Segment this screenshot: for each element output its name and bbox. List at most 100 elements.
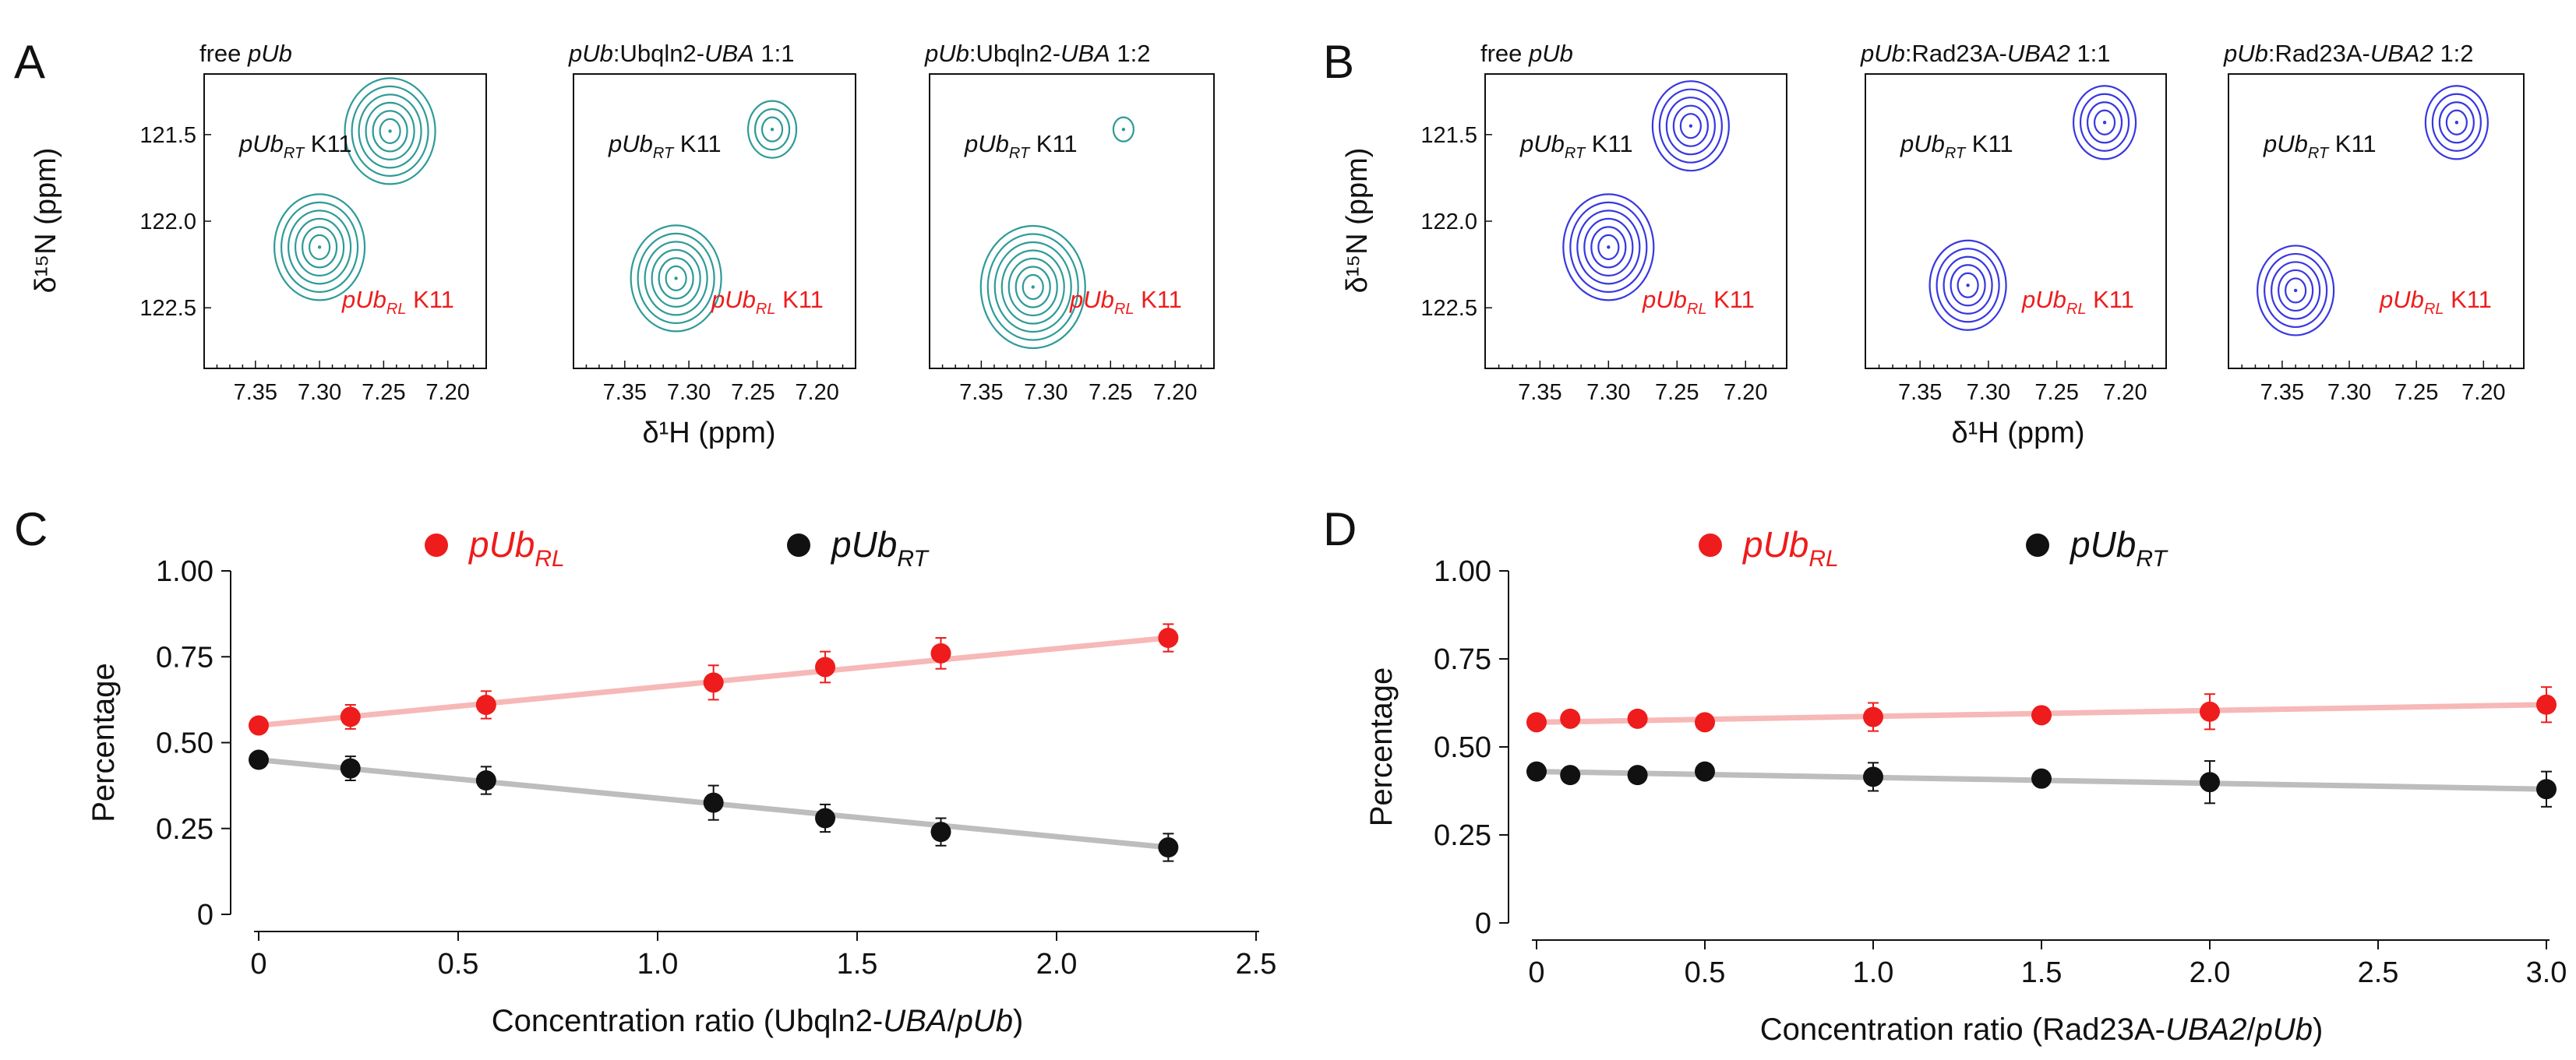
peak-center <box>2102 121 2107 125</box>
peak-center <box>1031 285 1035 289</box>
contour-ring <box>637 232 715 324</box>
peak-label-rl: pUbRL K11 <box>2379 286 2492 318</box>
x-tick-label: 7.35 <box>2260 380 2304 405</box>
contour-ring <box>665 265 687 291</box>
peak-center <box>317 245 322 249</box>
contour-ring <box>1015 266 1051 308</box>
data-point <box>1560 708 1581 729</box>
data-point <box>815 808 836 829</box>
x-tick-label: 7.35 <box>1518 380 1561 405</box>
contour-ring <box>1651 80 1730 172</box>
data-point <box>1158 627 1179 648</box>
contour-ring <box>2445 109 2468 136</box>
data-point <box>249 749 269 770</box>
contour-ring <box>2271 261 2321 320</box>
y-tick-label: 0 <box>1475 907 1491 940</box>
spectra-a-y-label: δ¹⁵N (ppm) <box>30 148 62 294</box>
data-point <box>703 672 724 693</box>
contour-ring <box>1679 113 1702 139</box>
contour-ring <box>1576 210 1641 285</box>
x-tick-label: 1.5 <box>2021 956 2063 989</box>
data-point <box>1863 766 1883 787</box>
peak-rt <box>2072 85 2137 160</box>
data-point <box>1526 712 1547 733</box>
data-point <box>1526 761 1547 782</box>
contour-ring <box>1007 257 1058 317</box>
data-point <box>2200 701 2220 722</box>
y-tick-label: 0.50 <box>156 727 213 760</box>
spectrum-panel-5: pUb:Rad23A-UBA2 1:1 7.35 7.30 7.25 7.20 pUbRT… <box>1860 40 2167 405</box>
spectrum-title: pUb:Rad23A-UBA2 1:1 <box>1860 40 2111 67</box>
contour-ring <box>746 100 798 159</box>
x-tick-label: 7.25 <box>1089 380 1132 405</box>
x-tick-label: 7.35 <box>1898 380 1942 405</box>
x-tick-label: 2.0 <box>1036 948 1078 981</box>
contour-ring <box>287 210 352 285</box>
chart-panel-d: 0 0.25 0.50 0.75 1.00 0 0.5 1.0 1.5 2.0 2.5 3.0 Perc… <box>1364 524 2567 1047</box>
legend-label-pubrl: pUbRL <box>1741 524 1839 572</box>
legend-marker-pubrt <box>787 534 810 557</box>
contour-ring <box>280 201 359 293</box>
contour-ring <box>379 118 401 144</box>
x-tick-label: 7.20 <box>1724 380 1767 405</box>
y-tick-label: 1.00 <box>1434 555 1491 588</box>
contour-ring <box>2093 109 2116 136</box>
legend-marker-pubrl <box>1699 534 1722 557</box>
y-axis-label: Percentage <box>1364 667 1399 827</box>
legend-marker-pubrl <box>425 534 448 557</box>
spectrum-title: pUb:Ubqln2-UBA 1:1 <box>568 40 795 67</box>
contour-ring <box>651 248 701 308</box>
x-tick-label: 7.20 <box>795 380 838 405</box>
data-point <box>2536 694 2557 715</box>
peak-center <box>1689 124 1693 128</box>
peak-label-rt: pUbRT K11 <box>1900 130 2013 162</box>
peak-center <box>770 127 775 132</box>
series-pubrl <box>1526 686 2557 733</box>
peak-label-rl: pUbRL K11 <box>1069 286 1182 318</box>
peak-label-rt: pUbRT K11 <box>1519 130 1633 162</box>
x-tick-label: 7.30 <box>667 380 711 405</box>
peak-center <box>1607 245 1611 249</box>
contour-ring <box>1658 88 1723 164</box>
x-tick-label: 7.25 <box>362 380 405 405</box>
spectrum-panel-3: pUb:Ubqln2-UBA 1:2 7.35 7.30 7.25 7.20 pUbRT … <box>924 40 1215 405</box>
data-point <box>1560 765 1581 786</box>
contour-ring <box>993 241 1072 333</box>
y-axis-label: Percentage <box>86 663 121 822</box>
x-axis-label: Concentration ratio (Ubqln2-UBA/pUb) <box>492 1004 1024 1038</box>
contour-ring <box>351 85 429 177</box>
spectrum-panel-1: free pUb 7.35 7.30 7.25 7.20 121.5 122.0 122.5 p… <box>139 40 487 405</box>
panel-label-a: A <box>14 36 45 88</box>
contour-ring <box>372 110 408 153</box>
data-point <box>475 770 496 791</box>
spectrum-frame <box>203 73 487 369</box>
peak-center <box>2293 288 2298 293</box>
y-tick-label: 122.0 <box>1420 210 1477 234</box>
y-tick-label: 0 <box>197 899 213 931</box>
data-point <box>930 643 951 664</box>
y-tick-label: 122.5 <box>139 296 196 321</box>
x-tick-label: 7.30 <box>298 380 341 405</box>
x-tick-label: 3.0 <box>2526 956 2567 989</box>
x-tick-label: 7.25 <box>2394 380 2438 405</box>
spectra-a-x-label: δ¹H (ppm) <box>642 417 775 449</box>
y-tick-label: 122.0 <box>139 210 196 234</box>
contour-ring <box>358 93 422 169</box>
peak-label-rl: pUbRL K11 <box>711 286 824 318</box>
titration-charts-group: 00.250.500.751.000 0.5 1.0 1.5 2.0 2.5Percent… <box>86 524 2567 1047</box>
x-tick-label: 7.35 <box>234 380 277 405</box>
x-tick-label: 2.5 <box>1236 948 1277 981</box>
x-tick-label: 1.0 <box>1853 956 1894 989</box>
x-tick-label: 7.25 <box>2034 380 2078 405</box>
data-point <box>2031 705 2052 726</box>
data-point <box>475 694 496 715</box>
spectrum-panel-6: pUb:Rad23A-UBA2 1:2 7.35 7.30 7.25 7.20 pUbRT… <box>2223 40 2525 405</box>
peak-center <box>674 276 678 280</box>
peak-rt <box>2424 85 2489 160</box>
data-point <box>1627 708 1648 729</box>
contour-ring <box>2264 252 2328 329</box>
y-tick-label: 121.5 <box>1420 123 1477 148</box>
contour-ring <box>308 234 331 260</box>
contour-ring <box>1943 255 1993 315</box>
